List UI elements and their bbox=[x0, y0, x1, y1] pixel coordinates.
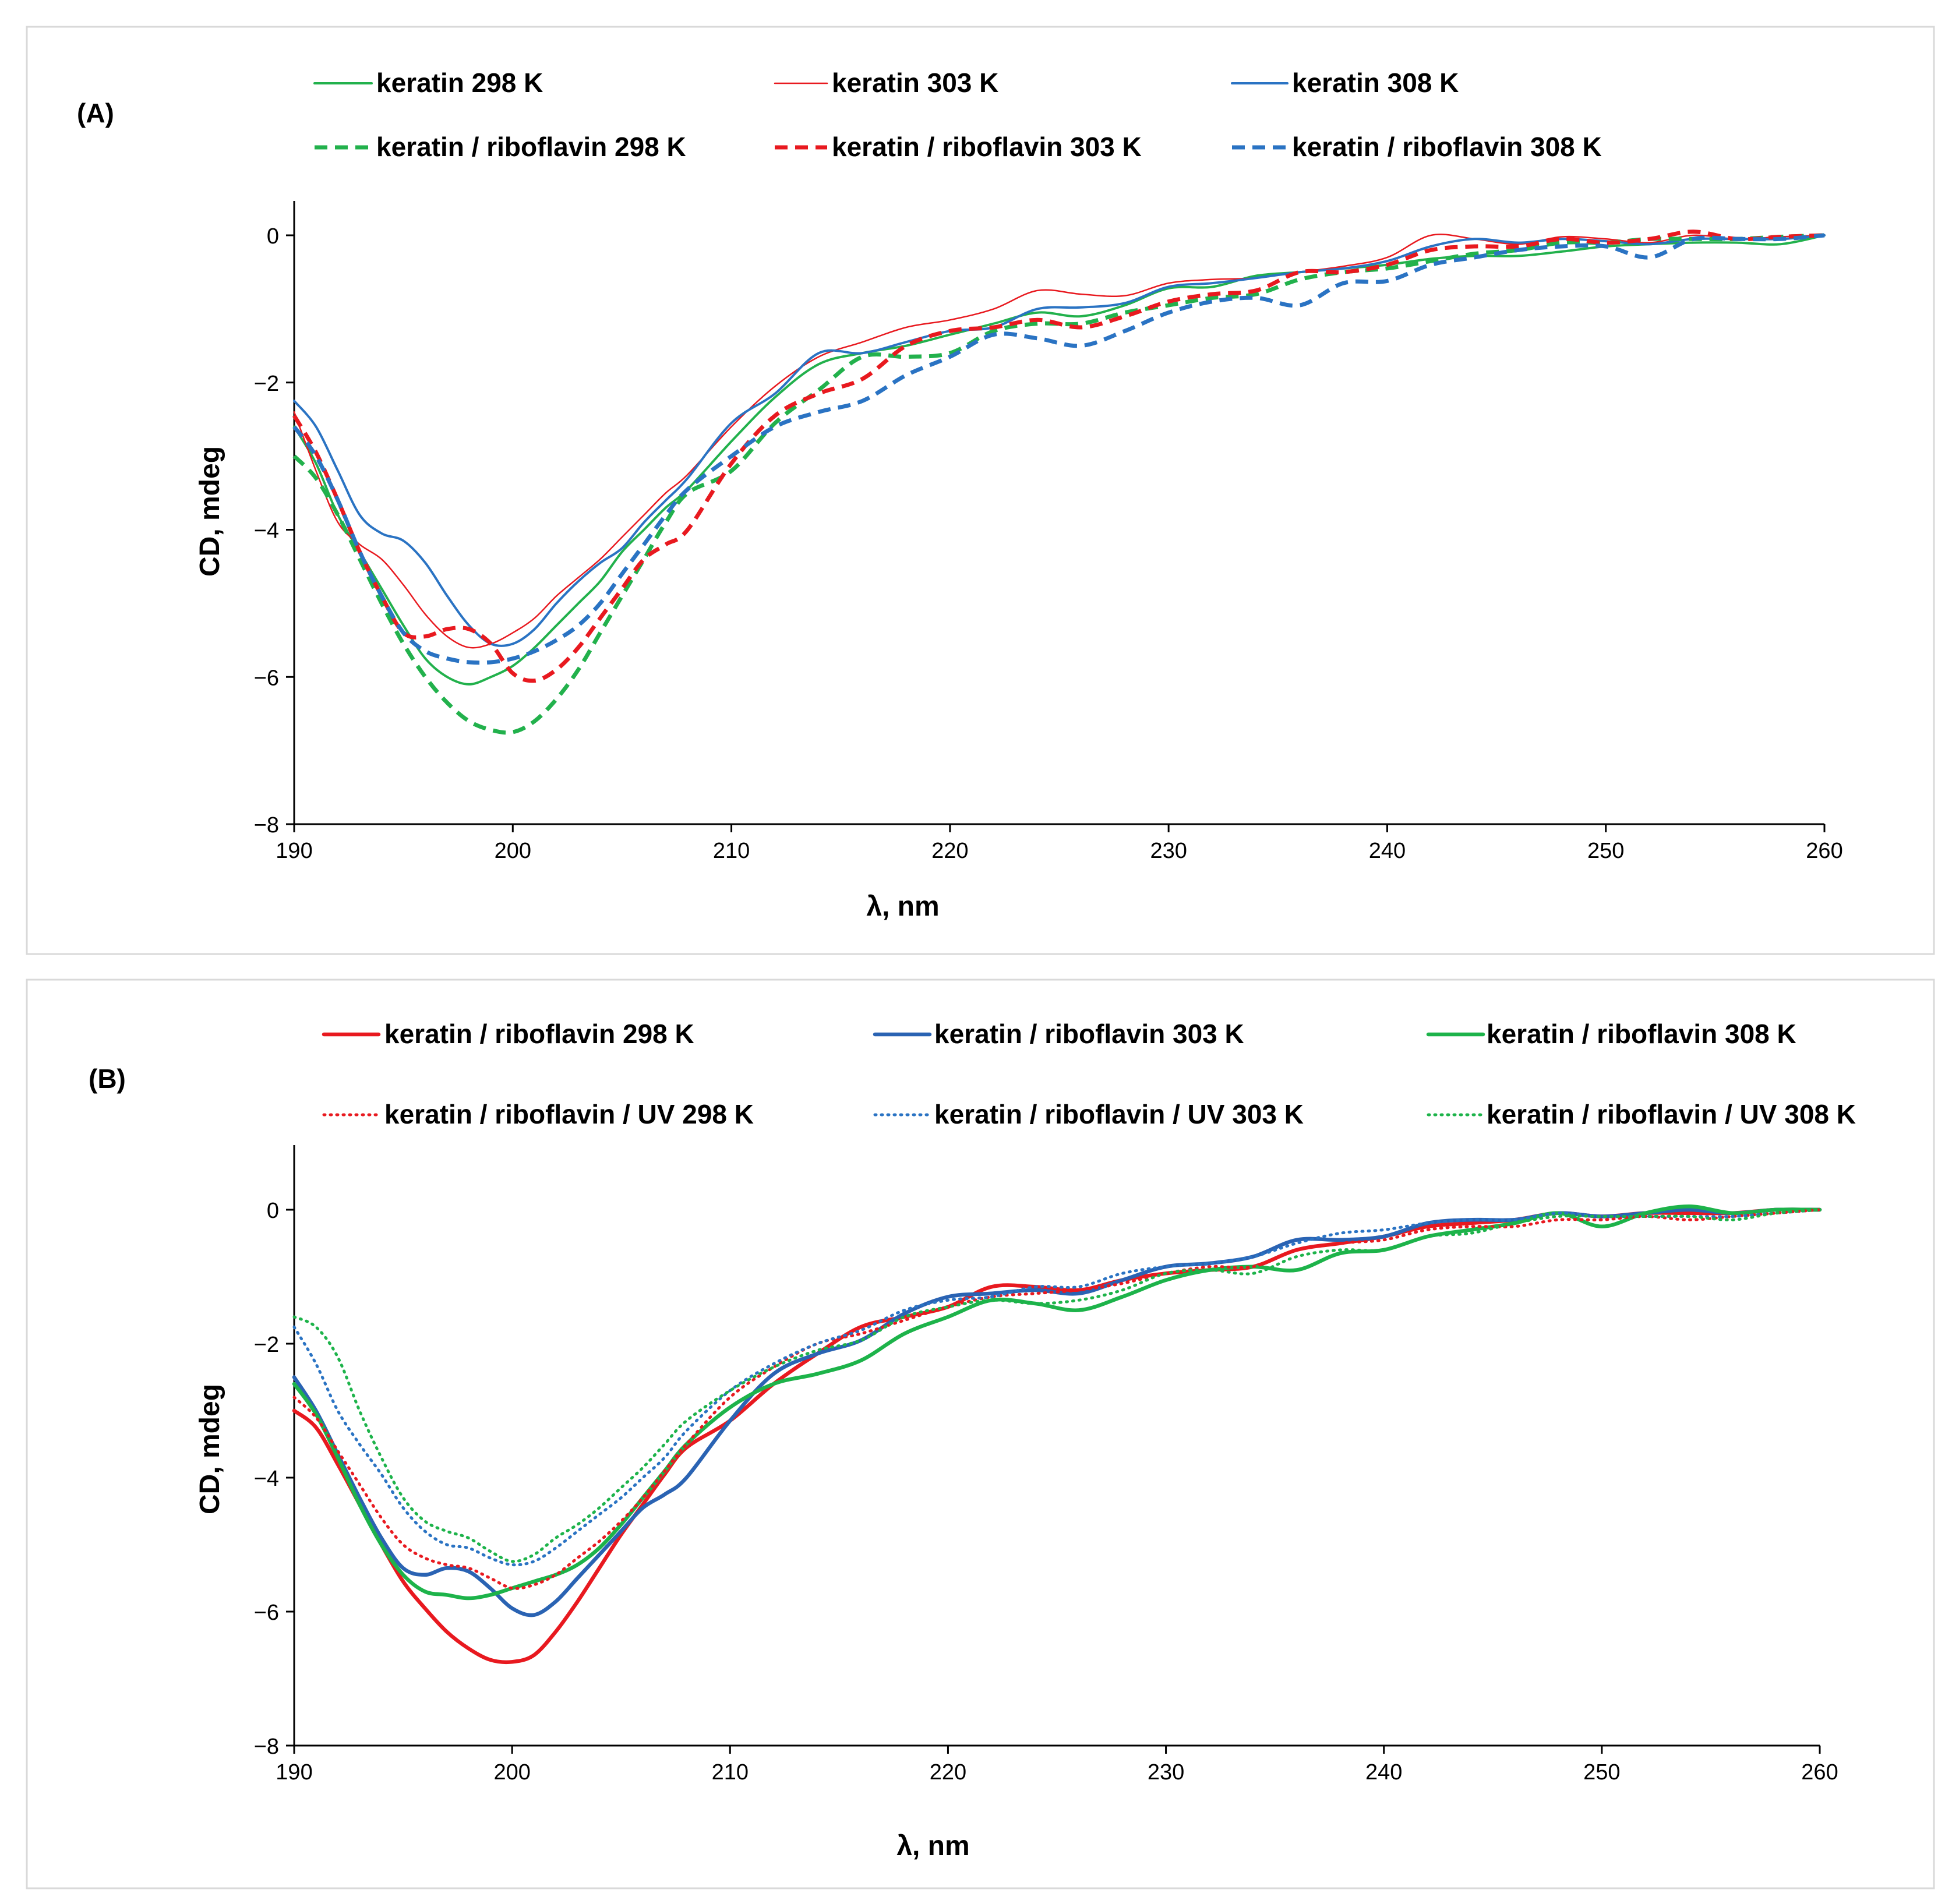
y-tick-label: 0 bbox=[267, 1199, 279, 1223]
x-tick-label: 250 bbox=[1583, 1760, 1620, 1785]
legend-item: keratin / riboflavin 303 K bbox=[775, 132, 1142, 162]
x-tick-label: 220 bbox=[931, 839, 968, 863]
legend-label: keratin 303 K bbox=[832, 68, 998, 98]
panel-b-plot-area bbox=[292, 1204, 1822, 1665]
legend-label: keratin / riboflavin 298 K bbox=[384, 1019, 694, 1049]
panel-a-label: (A) bbox=[77, 98, 114, 128]
legend-label: keratin / riboflavin 303 K bbox=[934, 1019, 1244, 1049]
y-tick-label: −6 bbox=[254, 666, 279, 690]
y-tick-label: −2 bbox=[254, 372, 279, 396]
series-line-keratin-riboflavin-uv-308-k bbox=[292, 1208, 1822, 1563]
x-tick-label: 260 bbox=[1801, 1760, 1838, 1785]
panel-b-label: (B) bbox=[89, 1064, 126, 1094]
x-tick-label: 240 bbox=[1365, 1760, 1402, 1785]
legend-label: keratin / riboflavin 308 K bbox=[1487, 1019, 1796, 1049]
legend-item: keratin / riboflavin / UV 308 K bbox=[1427, 1099, 1856, 1129]
legend-label: keratin 308 K bbox=[1292, 68, 1459, 98]
panel-a-y-axis-title: CD, mdeg bbox=[195, 446, 225, 577]
legend-label: keratin / riboflavin 298 K bbox=[376, 132, 686, 162]
legend-item: keratin / riboflavin 308 K bbox=[1232, 132, 1602, 162]
x-tick-label: 220 bbox=[930, 1760, 966, 1785]
series-line-keratin-riboflavin-uv-303-k bbox=[292, 1208, 1822, 1567]
panel-b-frame bbox=[26, 979, 1935, 1889]
x-tick-label: 230 bbox=[1148, 1760, 1184, 1785]
panel-b-axes: 190 200 210 220 230 240 250 260 0 −2 −4 −6 −8 bbox=[254, 1145, 1838, 1785]
x-tick-label: 210 bbox=[712, 1760, 749, 1785]
series-line-keratin-riboflavin-uv-298-k bbox=[292, 1208, 1822, 1590]
legend-label: keratin / riboflavin / UV 308 K bbox=[1487, 1099, 1856, 1129]
x-tick-label: 200 bbox=[493, 1760, 530, 1785]
legend-item: keratin / riboflavin 298 K bbox=[322, 1019, 694, 1049]
legend-item: keratin / riboflavin 308 K bbox=[1426, 1019, 1796, 1049]
y-tick-label: −4 bbox=[254, 519, 279, 543]
panel-a: (A) keratin 298 K keratin 303 K keratin … bbox=[26, 26, 1935, 955]
y-tick-label: −6 bbox=[254, 1601, 279, 1625]
panel-a-plot-area bbox=[292, 229, 1826, 735]
panel-a-axes: 190 200 210 220 230 240 250 260 0 −2 −4 −6 −8 bbox=[254, 201, 1843, 863]
x-tick-label: 190 bbox=[276, 839, 312, 863]
y-tick-label: 0 bbox=[267, 224, 279, 249]
panel-b: (B) keratin / riboflavin 298 K keratin /… bbox=[26, 979, 1935, 1889]
legend-item: keratin / riboflavin / UV 298 K bbox=[322, 1099, 754, 1129]
y-tick-label: −2 bbox=[254, 1333, 279, 1357]
y-tick-label: −4 bbox=[254, 1467, 279, 1491]
y-tick-label: −8 bbox=[254, 1735, 279, 1759]
panel-a-x-axis-title: λ, nm bbox=[866, 891, 939, 922]
legend-item: keratin 298 K bbox=[313, 68, 543, 98]
legend-label: keratin 298 K bbox=[376, 68, 543, 98]
legend-item: keratin / riboflavin 298 K bbox=[315, 132, 686, 162]
y-tick-label: −8 bbox=[254, 813, 279, 838]
panel-b-x-axis-title: λ, nm bbox=[896, 1831, 969, 1861]
legend-item: keratin 308 K bbox=[1231, 68, 1459, 98]
legend-label: keratin / riboflavin 308 K bbox=[1292, 132, 1602, 162]
x-tick-label: 230 bbox=[1150, 839, 1187, 863]
series-line-keratin-riboflavin-308-k bbox=[292, 233, 1825, 665]
x-tick-label: 260 bbox=[1806, 839, 1842, 863]
x-tick-label: 200 bbox=[495, 839, 531, 863]
series-line-keratin-308-k bbox=[293, 234, 1826, 647]
x-tick-label: 240 bbox=[1369, 839, 1406, 863]
x-tick-label: 210 bbox=[713, 839, 750, 863]
x-tick-label: 250 bbox=[1587, 839, 1624, 863]
legend-item: keratin / riboflavin / UV 303 K bbox=[873, 1099, 1304, 1129]
panel-b-y-axis-title: CD, mdeg bbox=[195, 1384, 225, 1514]
legend-item: keratin / riboflavin 303 K bbox=[873, 1019, 1244, 1049]
series-line-keratin-riboflavin-303-k bbox=[292, 229, 1825, 683]
legend-label: keratin / riboflavin / UV 303 K bbox=[934, 1099, 1304, 1129]
legend-item: keratin 303 K bbox=[774, 68, 998, 98]
series-line-keratin-303-k bbox=[293, 234, 1826, 649]
panel-a-frame bbox=[26, 26, 1935, 955]
x-tick-label: 190 bbox=[276, 1760, 312, 1785]
legend-label: keratin / riboflavin / UV 298 K bbox=[384, 1099, 754, 1129]
legend-label: keratin / riboflavin 303 K bbox=[832, 132, 1142, 162]
panel-a-legend: keratin 298 K keratin 303 K keratin 308 … bbox=[313, 68, 1602, 162]
panel-b-legend: keratin / riboflavin 298 K keratin / rib… bbox=[322, 1019, 1856, 1129]
